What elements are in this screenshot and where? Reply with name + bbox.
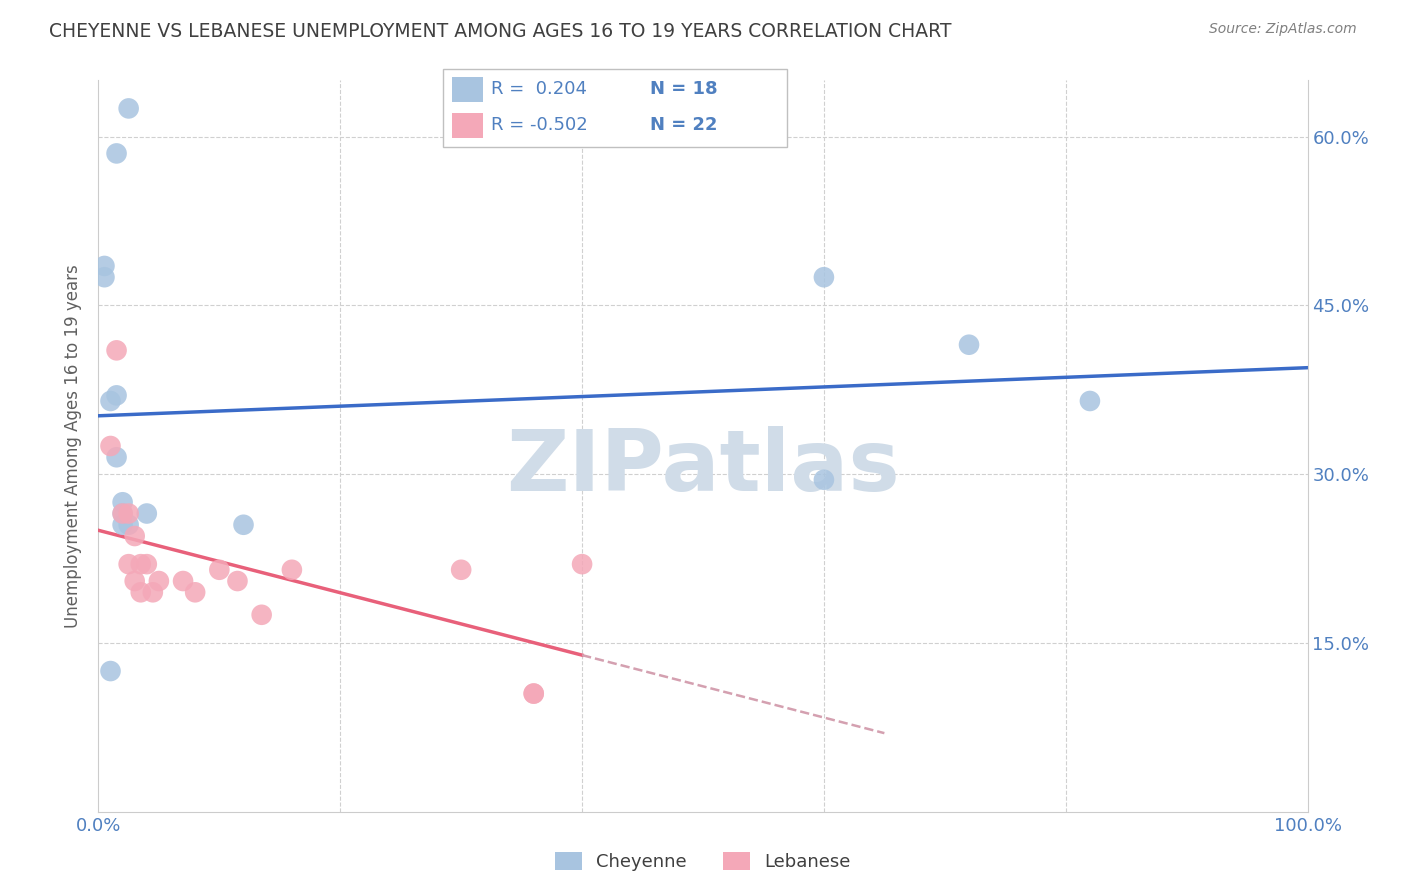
Point xyxy=(118,102,141,116)
Point xyxy=(100,439,122,453)
Point xyxy=(100,664,122,678)
Point xyxy=(232,517,254,532)
Point xyxy=(523,687,546,701)
Point xyxy=(118,507,141,521)
Point xyxy=(93,259,115,273)
Point xyxy=(135,557,157,571)
Point xyxy=(111,507,134,521)
Text: ZIPatlas: ZIPatlas xyxy=(506,426,900,509)
Point xyxy=(135,507,157,521)
Point xyxy=(813,270,835,285)
Point xyxy=(148,574,170,588)
Point xyxy=(105,450,128,465)
Text: R = -0.502: R = -0.502 xyxy=(491,116,588,134)
Point xyxy=(172,574,194,588)
Point xyxy=(111,507,134,521)
Point xyxy=(226,574,249,588)
Point xyxy=(124,574,146,588)
Point xyxy=(118,557,141,571)
Point xyxy=(129,557,152,571)
Point xyxy=(111,495,134,509)
Text: Source: ZipAtlas.com: Source: ZipAtlas.com xyxy=(1209,22,1357,37)
Point xyxy=(105,388,128,402)
Point xyxy=(105,343,128,358)
Point xyxy=(208,563,231,577)
Point xyxy=(142,585,165,599)
Point xyxy=(1078,394,1101,409)
Point xyxy=(813,473,835,487)
Text: N = 18: N = 18 xyxy=(650,79,717,98)
Y-axis label: Unemployment Among Ages 16 to 19 years: Unemployment Among Ages 16 to 19 years xyxy=(65,264,83,628)
Point xyxy=(129,585,152,599)
Text: N = 22: N = 22 xyxy=(650,116,717,134)
Text: R =  0.204: R = 0.204 xyxy=(491,79,588,98)
Point xyxy=(184,585,207,599)
Point xyxy=(450,563,472,577)
Bar xyxy=(451,112,482,137)
Legend: Cheyenne, Lebanese: Cheyenne, Lebanese xyxy=(548,845,858,879)
Point xyxy=(111,517,134,532)
Point xyxy=(523,687,546,701)
Point xyxy=(93,270,115,285)
Point xyxy=(105,146,128,161)
Point xyxy=(250,607,273,622)
Bar xyxy=(451,77,482,102)
Point xyxy=(281,563,304,577)
Point xyxy=(571,557,593,571)
Point xyxy=(957,337,980,351)
Point xyxy=(124,529,146,543)
Point xyxy=(118,517,141,532)
Point xyxy=(100,394,122,409)
Text: CHEYENNE VS LEBANESE UNEMPLOYMENT AMONG AGES 16 TO 19 YEARS CORRELATION CHART: CHEYENNE VS LEBANESE UNEMPLOYMENT AMONG … xyxy=(49,22,952,41)
